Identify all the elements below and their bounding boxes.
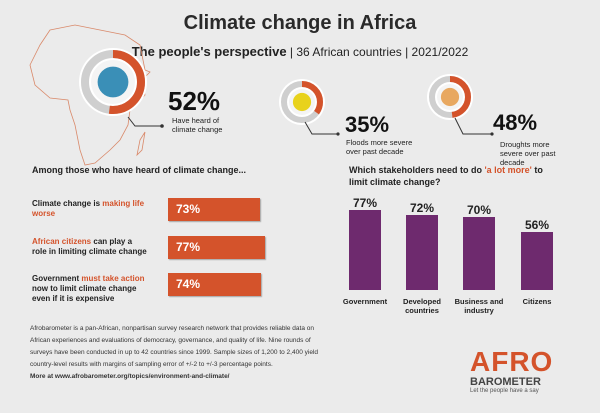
- donut-3: [427, 74, 473, 120]
- stat-value-heard: 52%: [168, 86, 221, 116]
- page-title: Climate change in Africa: [183, 12, 417, 34]
- chart-bar: [521, 231, 553, 290]
- logo-afro: AFRO: [470, 346, 554, 377]
- stat-value-floods: 35%: [345, 112, 390, 137]
- category-label: Developed countries: [403, 297, 441, 315]
- left-section-title: Among those who have heard of climate ch…: [32, 165, 247, 175]
- footer-description: Afrobarometer is a pan-African, nonparti…: [30, 325, 318, 368]
- connector-line: [454, 117, 492, 135]
- category-label: Citizens: [522, 297, 552, 306]
- donut-2: [279, 79, 325, 125]
- row-label-hl: African citizens: [32, 237, 92, 246]
- percent-bar: 73%: [168, 198, 260, 221]
- chart-title-pre: Which stakeholders need to do: [349, 165, 485, 175]
- row-label-post: now to limit climate change even if it i…: [32, 284, 137, 303]
- logo-tagline: Let the people have a say: [470, 388, 539, 394]
- stat-label-heard: Have heard of climate change: [172, 116, 223, 134]
- donut-fill: [81, 50, 145, 114]
- bar-value-label: 56%: [524, 217, 550, 232]
- row-label-post: can play a role in limiting climate chan…: [32, 237, 147, 256]
- row-label: African citizens can play a role in limi…: [32, 237, 147, 257]
- donut-fill: [429, 76, 471, 118]
- chart-title-post: to limit climate change?: [349, 165, 543, 187]
- donut-1: [79, 48, 147, 116]
- globe-icon: [97, 66, 129, 98]
- stat-label-droughts: Droughts more severe over past decade: [500, 140, 556, 167]
- category-label: Government: [342, 297, 388, 306]
- row-label-hl: must take action: [81, 274, 145, 283]
- logo-barometer: BAROMETER: [470, 376, 541, 388]
- subtitle-main: The people's perspective: [131, 44, 287, 59]
- page-subtitle: The people's perspective | 36 African co…: [0, 44, 600, 59]
- row-label: Climate change is making life worse: [32, 199, 147, 219]
- bar-value-label: 70%: [466, 203, 492, 218]
- subtitle-meta: | 36 African countries | 2021/2022: [286, 45, 469, 59]
- bar-value-label: 77%: [352, 195, 378, 210]
- chart-bar: [349, 209, 381, 290]
- chart-bar: [406, 215, 438, 290]
- row-label-hl: making life worse: [32, 199, 145, 218]
- flood-wave-icon: [292, 92, 312, 112]
- chart-bar: [463, 217, 495, 290]
- connector-line: [304, 121, 338, 135]
- africa-outline-icon: [29, 24, 151, 166]
- percent-bar: 74%: [168, 273, 262, 296]
- chart-title: Which stakeholders need to do 'a lot mor…: [349, 164, 549, 188]
- afrobarometer-logo: AFRO BAROMETER Let the people have a say: [470, 346, 580, 395]
- stat-value-droughts: 48%: [493, 110, 538, 135]
- drought-icon: [440, 87, 460, 107]
- row-label: Government must take action now to limit…: [32, 274, 147, 304]
- footer-link[interactable]: More at www.afrobarometer.org/topics/env…: [30, 373, 230, 380]
- stat-label-floods: Floods more severe over past decade: [346, 138, 413, 156]
- connector-line: [127, 116, 162, 127]
- category-label: Business and industry: [454, 297, 504, 315]
- row-label-pre: Government: [32, 274, 82, 283]
- percent-bar: 77%: [168, 236, 266, 259]
- chart-title-highlight: 'a lot more': [484, 165, 532, 175]
- stats-graphics: [29, 24, 494, 166]
- donut-fill: [281, 81, 323, 123]
- footer-text: Afrobarometer is a pan-African, nonparti…: [30, 323, 330, 383]
- bar-value-label: 72%: [409, 201, 435, 216]
- row-label-pre: Climate change is: [32, 199, 103, 208]
